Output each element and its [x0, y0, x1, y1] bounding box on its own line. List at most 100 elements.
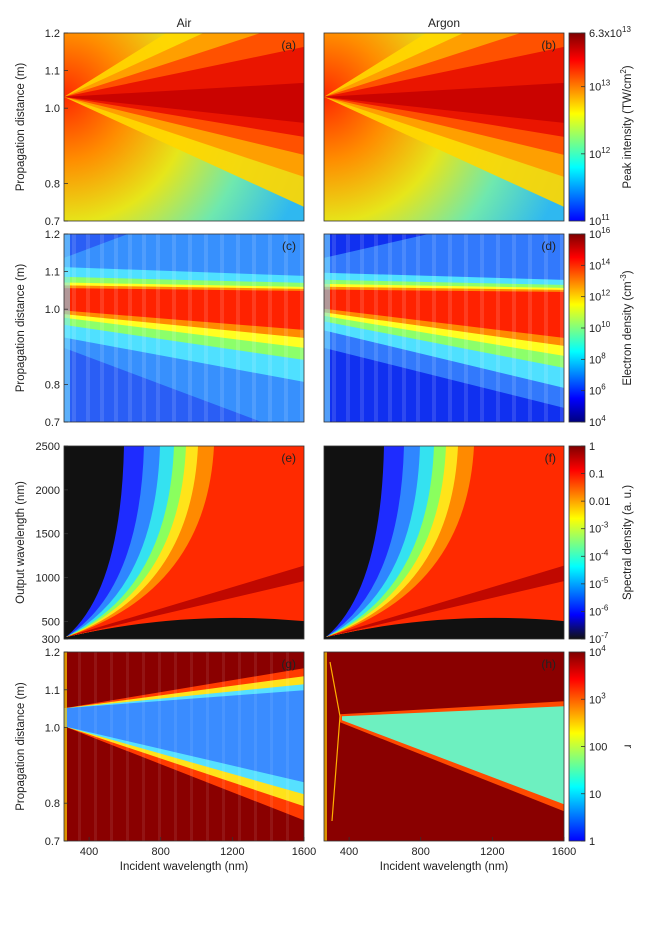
y-tick-label: 1.1 — [45, 685, 60, 697]
heatmap-stripe — [544, 234, 548, 422]
heatmap-stripe — [480, 234, 484, 422]
y-axis-label: Propagation distance (m) — [15, 264, 27, 393]
plot-frame — [323, 651, 565, 842]
plot-frame — [63, 233, 305, 423]
colorbar-tick-label: 1014 — [589, 257, 611, 272]
panel-d-electron-density-argon: (d) — [323, 233, 565, 423]
colorbar-label: Electron density (cm-3) — [619, 270, 634, 385]
heatmap-stripe — [114, 234, 118, 422]
colorbar-spectral-density: 1 0.1 0.01 10-3 10-4 10-5 10-6 10-7 Spectral den… — [568, 441, 634, 646]
heatmap-stripe — [432, 234, 436, 422]
y-tick-label: 1.0 — [45, 304, 60, 316]
y-axis-label: Propagation distance (m) — [15, 63, 27, 192]
plot-frame — [63, 32, 305, 222]
panel-a-peak-intensity-air: 0.7 0.8 1.0 1.1 1.2 Propagation distance (m) (… — [15, 28, 305, 228]
heatmap-stripe — [128, 234, 132, 422]
panel-label: (g) — [281, 657, 296, 671]
heatmap-core — [326, 565, 564, 637]
y-tick-label: 2000 — [36, 485, 60, 497]
panel-label: (d) — [541, 239, 556, 253]
heatmap-stripe — [126, 652, 129, 841]
y-tick-label: 1.0 — [45, 723, 60, 735]
heatmap-edge — [64, 234, 70, 422]
heatmap-stripe — [190, 652, 193, 841]
colorbar-tick-label: 10-6 — [589, 603, 609, 618]
colorbar-tick-label: 0.01 — [589, 496, 610, 508]
colorbar-ratio: 104 103 100 10 1 ɹ — [568, 644, 634, 848]
heatmap-stripe — [222, 652, 225, 841]
x-tick-label: 800 — [412, 846, 430, 858]
heatmap-stripe — [332, 234, 336, 422]
y-tick-label: 1.0 — [45, 103, 60, 115]
heatmap-stripe — [254, 652, 257, 841]
panel-e-spectrum-air: 300 500 1000 1500 2000 2500 Output wavelength … — [15, 441, 305, 646]
heatmap-stripe — [300, 234, 304, 422]
heatmap-stripe — [142, 234, 146, 422]
heatmap-edge — [64, 652, 67, 841]
y-tick-label: 0.7 — [45, 216, 60, 228]
heatmap-stripe — [270, 652, 273, 841]
y-tick-label: 1.1 — [45, 267, 60, 279]
panel-b-peak-intensity-argon: (b) — [323, 32, 565, 222]
column-title-air: Air — [177, 16, 192, 30]
heatmap-stripe — [172, 234, 176, 422]
x-axis-label: Incident wavelength (nm) — [120, 861, 249, 873]
heatmap-stripe — [78, 652, 81, 841]
y-tick-label: 2500 — [36, 441, 60, 453]
heatmap-edge — [329, 661, 341, 822]
plot-frame — [323, 32, 565, 222]
heatmap-stripe — [464, 234, 468, 422]
heatmap-stripe — [252, 234, 256, 422]
heatmap-stripe — [204, 234, 208, 422]
y-axis-label: Output wavelength (nm) — [15, 481, 27, 604]
colorbar-peak-intensity: 6.3x1013 1013 1012 1011 Peak intensity (TW/c… — [568, 25, 634, 228]
heatmap-stripe — [206, 652, 209, 841]
heatmap-stripe — [158, 652, 161, 841]
heatmap-contour — [64, 288, 304, 330]
panel-label: (f) — [545, 451, 556, 465]
heatmap-stripe — [496, 234, 500, 422]
heatmap-contour — [64, 690, 304, 783]
panel-f-spectrum-argon: (f) — [323, 445, 565, 640]
column-title-argon: Argon — [428, 16, 460, 30]
x-tick-label: 1600 — [552, 846, 576, 858]
x-axis-label: Incident wavelength (nm) — [380, 861, 509, 873]
y-tick-label: 1.2 — [45, 229, 60, 241]
x-tick-label: 1600 — [292, 846, 316, 858]
y-tick-label: 1.2 — [45, 647, 60, 659]
heatmap-core — [64, 82, 304, 123]
heatmap-stripe — [402, 234, 406, 422]
colorbar-tick-label: 10-4 — [589, 548, 609, 563]
plot-frame — [63, 651, 305, 842]
colorbar-tick-label: 108 — [589, 351, 606, 366]
x-tick-label: 1200 — [220, 846, 244, 858]
heatmap-stripe — [142, 652, 145, 841]
heatmap-stripe — [284, 234, 288, 422]
colorbar-tick-label: 10 — [589, 789, 601, 801]
colorbar-tick-label: 1 — [589, 836, 595, 848]
y-tick-label: 0.8 — [45, 178, 60, 190]
heatmap-contour — [342, 706, 564, 805]
heatmap-stripe — [512, 234, 516, 422]
plot-frame — [63, 445, 305, 640]
y-tick-label: 300 — [42, 634, 60, 646]
y-tick-label: 0.7 — [45, 417, 60, 429]
heatmap-stripe — [110, 652, 113, 841]
colorbar-tick-label: 1010 — [589, 320, 611, 335]
colorbar-tick-label: 1012 — [589, 146, 611, 161]
heatmap-stripe — [416, 234, 420, 422]
plot-frame — [323, 445, 565, 640]
colorbar-electron-density: 1016 1014 1012 1010 108 106 104 Electron densit… — [568, 226, 634, 429]
x-tick-label: 400 — [80, 846, 98, 858]
panel-g-ratio-air: 0.7 0.8 1.0 1.1 1.2 Propagation distance (m) 4… — [15, 647, 316, 873]
y-tick-label: 1.2 — [45, 28, 60, 40]
colorbar-label: Peak intensity (TW/cm2) — [619, 65, 634, 188]
panel-label: (a) — [281, 38, 296, 52]
y-axis-label: Propagation distance (m) — [15, 682, 27, 811]
heatmap-stripe — [188, 234, 192, 422]
colorbar-tick-label: 104 — [589, 414, 606, 429]
x-tick-label: 800 — [152, 846, 170, 858]
heatmap-stripe — [528, 234, 532, 422]
panel-c-electron-density-air: 0.7 0.8 1.0 1.1 1.2 Propagation distance (m) (… — [15, 229, 305, 429]
heatmap-stripe — [86, 234, 90, 422]
